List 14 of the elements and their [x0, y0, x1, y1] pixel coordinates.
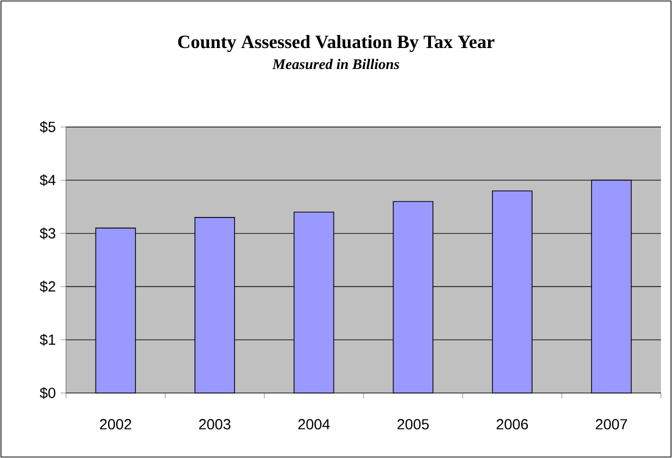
x-tick-label: 2002	[100, 419, 132, 430]
y-tick-label: $4	[40, 174, 56, 186]
chart-title: County Assessed Valuation By Tax Year	[178, 35, 494, 52]
y-tick-label: $5	[40, 121, 56, 133]
chart-subtitle: Measured in Billions	[272, 58, 400, 70]
x-tick-label: 2007	[596, 419, 627, 430]
y-tick-label: $3	[40, 227, 56, 240]
x-tick-label: 2003	[199, 419, 230, 430]
y-tick-label: $2	[40, 280, 56, 293]
x-tick-label: 2004	[298, 419, 330, 430]
x-tick-label: 2005	[398, 419, 429, 430]
y-tick-label: $1	[40, 334, 56, 346]
y-tick-label: $0	[40, 387, 56, 399]
x-tick-label: 2006	[496, 419, 528, 430]
